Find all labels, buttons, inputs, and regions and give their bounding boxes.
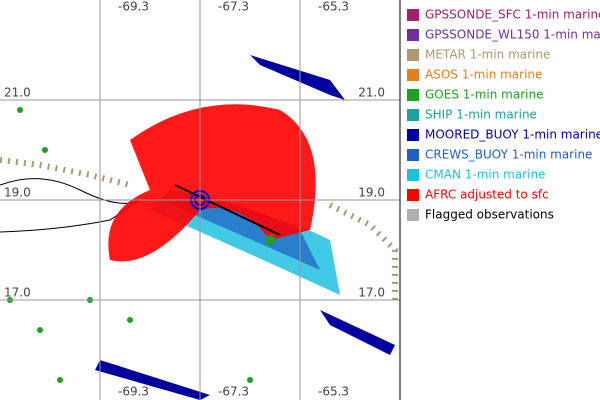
legend-label: CREWS_BUOY 1-min marine bbox=[425, 148, 592, 162]
legend-swatch bbox=[407, 109, 419, 121]
lat-label: 19.0 bbox=[4, 186, 31, 200]
legend-label: GPSSONDE_WL150 1-min marine bbox=[425, 28, 600, 42]
legend-label: MOORED_BUOY 1-min marine bbox=[425, 128, 600, 142]
graticule bbox=[0, 0, 400, 400]
lon-label: -65.3 bbox=[318, 0, 349, 14]
legend-label: SHIP 1-min marine bbox=[425, 108, 537, 122]
legend-swatch bbox=[407, 149, 419, 161]
metar-barbs bbox=[328, 202, 398, 300]
legend-swatch bbox=[407, 189, 419, 201]
legend-swatch bbox=[407, 89, 419, 101]
afrc-barbs bbox=[108, 104, 316, 262]
goes-points bbox=[7, 107, 275, 383]
lon-label: -67.3 bbox=[218, 0, 249, 14]
moored-buoy-barbs bbox=[95, 360, 210, 400]
moored-buoy-barbs bbox=[250, 55, 345, 100]
legend-swatch bbox=[407, 29, 419, 41]
legend-swatch bbox=[407, 49, 419, 61]
legend-label: Flagged observations bbox=[425, 208, 554, 222]
moored-buoy-barbs bbox=[320, 310, 395, 355]
lat-label: 21.0 bbox=[358, 86, 385, 100]
metar-barbs bbox=[0, 157, 131, 188]
legend-label: GPSSONDE_SFC 1-min marine bbox=[425, 8, 600, 22]
legend-label: AFRC adjusted to sfc bbox=[425, 188, 549, 202]
lon-label: -69.3 bbox=[118, 0, 149, 14]
track-line bbox=[174, 184, 281, 236]
lon-label: -69.3 bbox=[118, 385, 149, 399]
lon-label: -65.3 bbox=[318, 385, 349, 399]
legend-label: CMAN 1-min marine bbox=[425, 168, 545, 182]
lat-label: 17.0 bbox=[4, 286, 31, 300]
lat-label: 21.0 bbox=[4, 86, 31, 100]
legend-swatch bbox=[407, 9, 419, 21]
legend-label: GOES 1-min marine bbox=[425, 88, 543, 102]
lat-label: 19.0 bbox=[358, 186, 385, 200]
legend-swatch bbox=[407, 169, 419, 181]
coastline bbox=[0, 178, 141, 233]
lat-label: 17.0 bbox=[358, 286, 385, 300]
legend-label: ASOS 1-min marine bbox=[425, 68, 542, 82]
legend-label: METAR 1-min marine bbox=[425, 48, 550, 62]
legend-swatch bbox=[407, 129, 419, 141]
legend-swatch bbox=[407, 209, 419, 221]
lon-label: -67.3 bbox=[218, 385, 249, 399]
legend-swatch bbox=[407, 69, 419, 81]
